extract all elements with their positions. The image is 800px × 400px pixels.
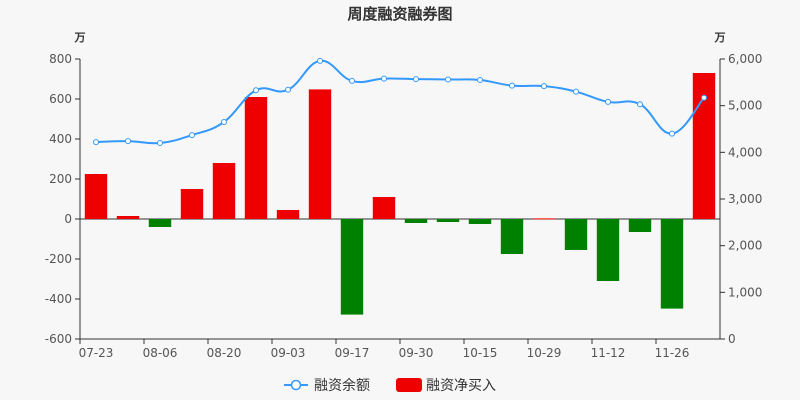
x-axis-tick-label: 10-29 — [527, 346, 562, 360]
right-axis-tick-label: 6,000 — [728, 52, 762, 66]
line-point-11-12[interactable] — [605, 98, 611, 105]
bar-09-17[interactable] — [340, 219, 364, 315]
x-axis-tick-label: 08-06 — [143, 346, 178, 360]
line-point-08-20[interactable] — [221, 119, 227, 125]
x-axis-tick-label: 09-17 — [335, 346, 370, 360]
bar-10-22[interactable] — [500, 219, 524, 254]
line-point-09-30[interactable] — [413, 76, 419, 83]
bar-12-03[interactable] — [692, 73, 716, 219]
right-axis-tick-label: 1,000 — [728, 285, 762, 299]
x-axis-tick-label: 11-26 — [655, 346, 690, 360]
line-point-10-08[interactable] — [445, 76, 451, 83]
line-point-09-24[interactable] — [381, 75, 387, 82]
line-point-11-19[interactable] — [637, 101, 643, 108]
line-point-08-13[interactable] — [189, 132, 195, 139]
bar-10-15[interactable] — [468, 219, 492, 224]
bar-08-06[interactable] — [148, 219, 172, 227]
bar-11-12[interactable] — [596, 219, 620, 281]
bar-09-24[interactable] — [372, 197, 396, 219]
legend[interactable]: 融资余额 融资净买入 — [284, 377, 496, 394]
line-point-07-23[interactable] — [93, 139, 99, 146]
bar-10-29[interactable] — [532, 218, 556, 220]
left-axis-tick-label: -400 — [45, 292, 72, 306]
right-axis-tick-label: 4,000 — [728, 145, 762, 159]
bar-08-27[interactable] — [244, 97, 268, 219]
legend-label-line: 融资余额 — [314, 377, 370, 394]
line-point-11-26[interactable] — [669, 130, 675, 137]
legend-label-bar: 融资净买入 — [426, 378, 496, 394]
bar-11-05[interactable] — [564, 219, 588, 250]
line-point-08-06[interactable] — [157, 140, 163, 146]
chart-title: 周度融资融券图 — [347, 5, 452, 23]
line-point-08-27[interactable] — [253, 87, 259, 94]
x-axis-tick-label: 08-20 — [207, 346, 242, 360]
bar-09-10[interactable] — [308, 89, 332, 220]
right-axis-tick-label: 2,000 — [728, 239, 762, 253]
line-point-09-17[interactable] — [349, 77, 355, 84]
x-axis-tick-label: 10-15 — [463, 346, 498, 360]
bar-09-03[interactable] — [276, 210, 300, 219]
left-axis-tick-label: -600 — [45, 332, 72, 346]
right-axis-tick-label: 3,000 — [728, 192, 762, 206]
line-point-10-15[interactable] — [477, 77, 483, 83]
x-axis-tick-label: 09-03 — [271, 346, 306, 360]
bar-07-23[interactable] — [84, 174, 108, 219]
right-axis-tick-label: 0 — [728, 332, 736, 346]
bar-11-19[interactable] — [628, 219, 652, 232]
bar-08-13[interactable] — [180, 189, 204, 219]
x-axis-tick-label: 07-23 — [79, 346, 114, 360]
x-axis-tick-label: 11-12 — [591, 346, 626, 360]
legend-marker-icon — [290, 379, 302, 391]
legend-item-bar[interactable]: 融资净买入 — [396, 378, 496, 394]
line-point-07-30[interactable] — [125, 138, 131, 145]
left-axis-tick-label: 400 — [49, 132, 72, 146]
bar-08-20[interactable] — [212, 163, 236, 219]
axes: -600 -400 -200 0 200 400 600 800 0 1,000 2,000 3,00… — [45, 52, 763, 360]
line-point-09-03[interactable] — [285, 86, 291, 93]
line-path — [95, 59, 705, 145]
left-axis-tick-label: 0 — [64, 212, 72, 226]
bar-11-26[interactable] — [660, 219, 684, 309]
bar-series — [84, 73, 716, 315]
left-axis-tick-label: 600 — [49, 92, 72, 106]
x-axis-tick-label: 09-30 — [399, 346, 434, 360]
line-point-10-29[interactable] — [541, 83, 547, 90]
left-axis-tick-label: 200 — [49, 172, 72, 186]
right-axis-tick-label: 5,000 — [728, 99, 762, 113]
legend-item-line[interactable]: 融资余额 — [284, 377, 370, 394]
right-axis-unit: 万 — [714, 31, 726, 44]
left-axis-tick-label: -200 — [45, 252, 72, 266]
left-axis-tick-label: 800 — [49, 52, 72, 66]
bar-07-30[interactable] — [116, 216, 140, 219]
line-point-11-05[interactable] — [573, 88, 579, 95]
line-point-10-22[interactable] — [509, 82, 515, 89]
legend-bar-icon — [396, 378, 422, 392]
line-point-09-10[interactable] — [317, 57, 323, 64]
bar-09-30[interactable] — [404, 219, 428, 223]
left-axis-unit: 万 — [74, 31, 86, 44]
line-point-12-03[interactable] — [701, 94, 707, 101]
bar-10-08[interactable] — [436, 219, 460, 222]
line-series — [93, 57, 707, 146]
